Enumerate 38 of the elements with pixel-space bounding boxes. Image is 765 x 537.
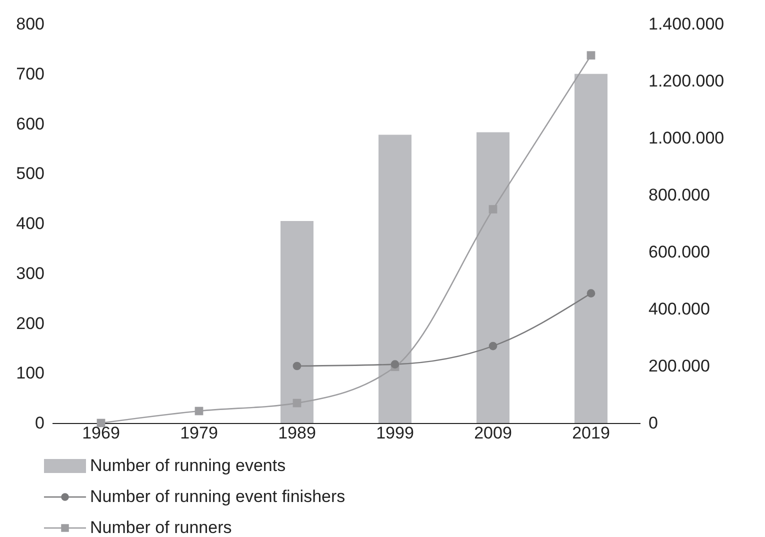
y-tick-label: 800 [16, 14, 44, 34]
y-tick-label: 200 [16, 314, 44, 333]
y2-tick-label: 400.000 [648, 300, 710, 318]
y-tick-label: 300 [16, 264, 44, 283]
y2-tick-label: 600.000 [648, 242, 710, 262]
point [586, 289, 596, 298]
bar [574, 74, 608, 423]
point [488, 342, 498, 350]
point [292, 362, 302, 370]
y2-tick-label: 0 [648, 414, 658, 432]
x-tick-label: 1989 [278, 424, 316, 442]
y2-tick-label: 200.000 [648, 356, 710, 376]
y-tick-label: 600 [16, 114, 44, 134]
legend-label: Number of running events [90, 456, 286, 475]
point [194, 406, 204, 416]
y2-tick-label: 1.200.000 [648, 72, 724, 90]
x-tick-label: 1969 [82, 424, 120, 442]
y-tick-label: 400 [16, 214, 44, 233]
point [292, 398, 302, 408]
y2-tick-label: 800.000 [648, 186, 710, 204]
bar [476, 132, 510, 423]
y-tick-label: 500 [16, 164, 44, 184]
bar [378, 134, 412, 423]
y-tick-label: 700 [16, 64, 44, 84]
y-tick-label: 100 [16, 364, 44, 383]
y2-tick-label: 1.400.000 [648, 14, 724, 34]
legend-label: Number of running event finishers [90, 487, 346, 506]
point [488, 205, 498, 214]
legend-label: Number of runners [90, 518, 232, 537]
x-tick-label: 1979 [180, 424, 218, 442]
x-tick-label: 1999 [376, 424, 414, 442]
x-tick-label: 2019 [572, 424, 610, 442]
y2-tick-label: 1.000.000 [648, 128, 724, 148]
x-tick-label: 2009 [474, 424, 512, 442]
point [390, 360, 400, 368]
bar [280, 221, 314, 423]
point [586, 51, 596, 60]
y-tick-label: 0 [35, 414, 44, 432]
